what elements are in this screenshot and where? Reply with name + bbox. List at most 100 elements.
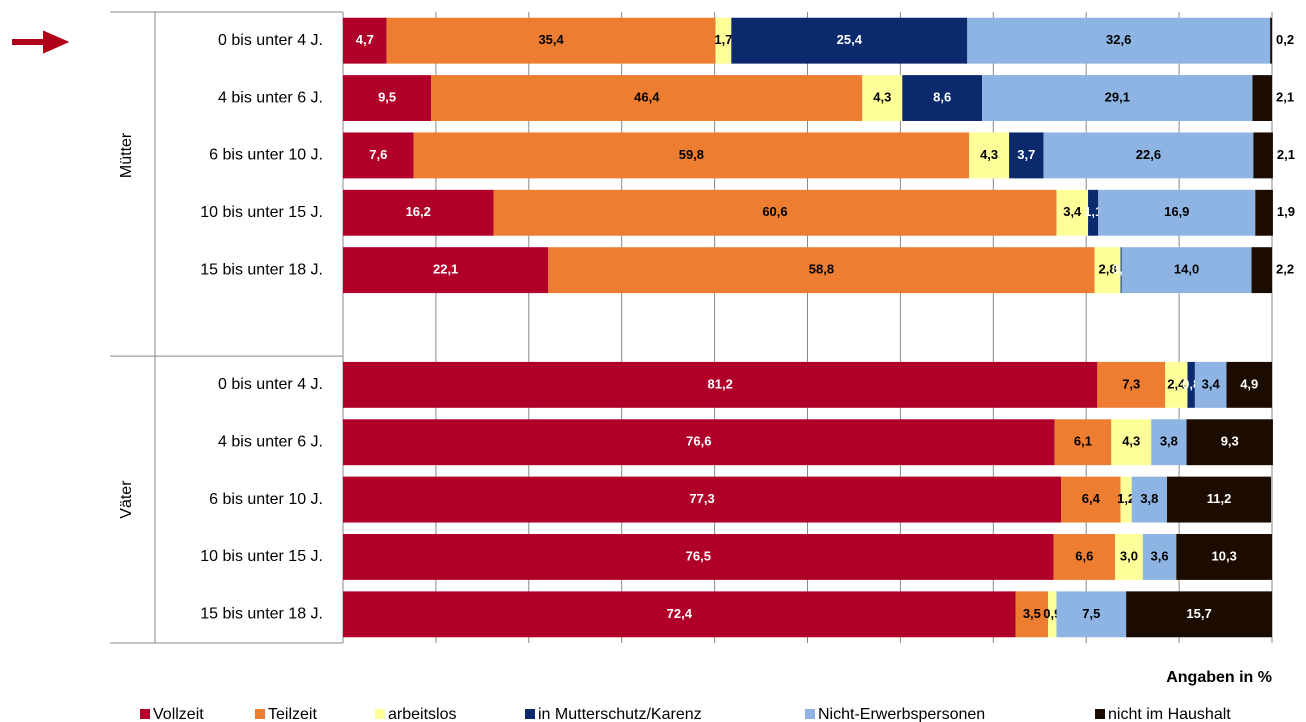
bar-segment: [1120, 476, 1132, 523]
value-label: 4,9: [1240, 376, 1258, 391]
legend-label: arbeitslos: [388, 706, 456, 722]
value-label: 81,2: [708, 376, 733, 391]
value-label: 16,9: [1164, 204, 1189, 219]
bar-segment: [1176, 534, 1272, 580]
value-label: 1,1: [1084, 204, 1102, 219]
bar-segment: [413, 132, 970, 179]
value-label: 9,3: [1221, 434, 1239, 449]
bar-segment: [1061, 476, 1121, 523]
value-label: 76,6: [686, 434, 711, 449]
value-label: 8,6: [933, 89, 951, 104]
value-label: 1,7: [714, 32, 732, 47]
bar-segment: [1053, 534, 1115, 580]
value-label: 22,1: [433, 262, 458, 277]
legend-swatch: [255, 709, 265, 719]
value-label: 11,2: [1207, 491, 1232, 506]
value-label: 2,1: [1277, 147, 1295, 162]
bar-segment: [1120, 247, 1122, 294]
bar-segment: [1252, 75, 1272, 121]
legend-label: Vollzeit: [153, 706, 204, 722]
bar-segment: [1194, 361, 1227, 408]
value-label: 14,0: [1174, 262, 1199, 277]
bar-segment: [1165, 361, 1188, 408]
bar-segment: [548, 247, 1095, 294]
bar-segment: [1131, 476, 1168, 523]
bar-segment: [1226, 361, 1272, 408]
value-label: 9,5: [378, 89, 396, 104]
category-label: 6 bis unter 10 J.: [209, 491, 323, 508]
category-label: 0 bis unter 4 J.: [218, 376, 323, 393]
category-label: 10 bis unter 15 J.: [200, 204, 323, 221]
bar-segment: [731, 17, 968, 64]
arrow: [12, 30, 70, 54]
category-label: 15 bis unter 18 J.: [200, 606, 323, 623]
bar-segment: [1056, 189, 1089, 236]
bar-segment: [1009, 132, 1044, 179]
category-label: 0 bis unter 4 J.: [218, 32, 323, 49]
value-label: 7,6: [369, 147, 387, 162]
category-label: 15 bis unter 18 J.: [200, 261, 323, 278]
value-label: 2,8: [1099, 262, 1117, 277]
value-label: 4,3: [1122, 434, 1140, 449]
bar-segment: [982, 75, 1253, 121]
legend-label: Teilzeit: [268, 706, 317, 722]
value-label: 3,0: [1120, 548, 1138, 563]
bar-segment: [1088, 189, 1099, 236]
bar-segment: [1255, 189, 1273, 236]
bar-segment: [493, 189, 1057, 236]
bar-segment: [1048, 591, 1057, 638]
annotation: Angaben in %: [1166, 669, 1272, 686]
bar-segment: [902, 75, 983, 121]
value-label: 32,6: [1106, 32, 1131, 47]
bar-segment: [1098, 189, 1256, 236]
value-label: 25,4: [837, 32, 863, 47]
legend-label: in Mutterschutz/Karenz: [538, 706, 702, 722]
bar-segment: [1015, 591, 1049, 638]
bar-segment: [1094, 247, 1121, 294]
bar-segment: [343, 189, 494, 236]
value-label: 7,5: [1082, 606, 1100, 621]
value-label: 60,6: [762, 204, 787, 219]
value-label: 1,9: [1277, 204, 1295, 219]
bar-segment: [343, 132, 414, 179]
bar-segment: [343, 591, 1016, 638]
bar-segment: [1054, 419, 1112, 466]
legend-swatch: [1095, 709, 1105, 719]
value-label: 7,3: [1122, 376, 1140, 391]
value-label: 16,2: [406, 204, 431, 219]
bar-segment: [1186, 419, 1273, 466]
bar-segment: [1270, 17, 1272, 64]
value-label: 3,7: [1017, 147, 1035, 162]
bar-segment: [343, 75, 432, 121]
value-label: 58,8: [809, 262, 834, 277]
bar-segment: [343, 534, 1054, 580]
legend-swatch: [140, 709, 150, 719]
value-label: 59,8: [679, 147, 704, 162]
legend-swatch: [375, 709, 385, 719]
bar-segment: [1253, 132, 1273, 179]
bar-segment: [343, 247, 549, 294]
bar-segment: [1043, 132, 1254, 179]
legend-label: Nicht-Erwerbspersonen: [818, 706, 985, 722]
bar-segment: [431, 75, 863, 121]
bar-segment: [343, 419, 1055, 466]
legend-label: nicht im Haushalt: [1108, 706, 1231, 722]
value-label: 3,4: [1202, 376, 1221, 391]
value-label: 29,1: [1105, 89, 1130, 104]
value-label: 1,2: [1117, 491, 1135, 506]
value-label: 3,8: [1140, 491, 1158, 506]
value-label: 0,2: [1276, 32, 1294, 47]
value-label: 22,6: [1136, 147, 1161, 162]
bar-segment: [1114, 534, 1143, 580]
value-label: 2,1: [1276, 89, 1294, 104]
category-label: 4 bis unter 6 J.: [218, 433, 323, 450]
bar-segment: [1187, 361, 1195, 408]
bar-segment: [967, 17, 1271, 64]
bar-segment: [715, 17, 732, 64]
value-label: 3,4: [1063, 204, 1082, 219]
value-label: 35,4: [538, 32, 564, 47]
legend-swatch: [805, 709, 815, 719]
bar-segment: [1167, 476, 1272, 523]
value-label: 4,3: [873, 89, 891, 104]
